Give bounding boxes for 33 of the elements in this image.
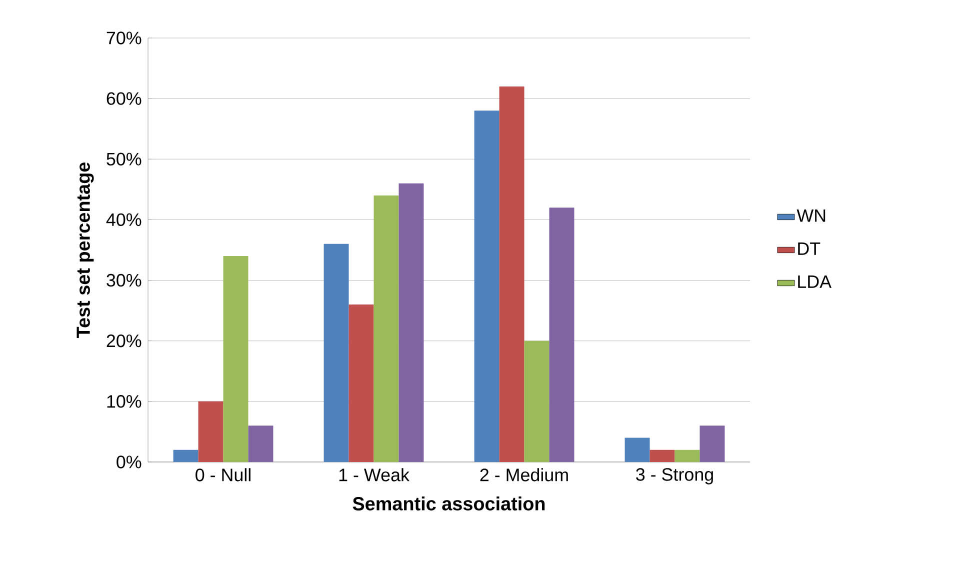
bar	[700, 426, 725, 462]
bar	[474, 110, 500, 462]
y-tick-label: 70%	[106, 32, 142, 44]
bar	[223, 256, 248, 462]
bar	[549, 208, 574, 462]
bar	[398, 183, 424, 462]
x-tick-label: 1 - Weak	[339, 468, 410, 482]
legend-label: WN	[796, 209, 826, 222]
y-tick-label: 10%	[107, 395, 142, 408]
legend-label: LDA	[798, 275, 832, 288]
y-tick-label: 30%	[106, 274, 142, 287]
bar	[248, 426, 274, 462]
y-tick-label: 0%	[116, 456, 142, 468]
y-tick-label: 20%	[106, 334, 142, 348]
y-tick-label: 40%	[106, 213, 142, 226]
bar	[198, 401, 224, 462]
bar	[348, 304, 374, 462]
x-axis-title: Semantic association	[352, 496, 545, 510]
legend-label: DT	[798, 242, 820, 255]
y-axis-title: Test set percentage	[76, 162, 94, 338]
bar	[499, 86, 524, 462]
y-tick-label: 60%	[106, 92, 142, 105]
bar	[674, 450, 700, 462]
bar	[374, 195, 399, 462]
bar	[524, 340, 550, 462]
bar	[324, 244, 349, 462]
bar	[624, 438, 650, 462]
x-tick-label: 2 - Medium	[480, 468, 568, 482]
bar	[650, 450, 675, 462]
x-tick-label: 3 - Strong	[636, 468, 713, 484]
bar	[173, 450, 198, 462]
x-tick-label: 0 - Null	[196, 468, 250, 482]
y-tick-label: 50%	[106, 152, 142, 166]
